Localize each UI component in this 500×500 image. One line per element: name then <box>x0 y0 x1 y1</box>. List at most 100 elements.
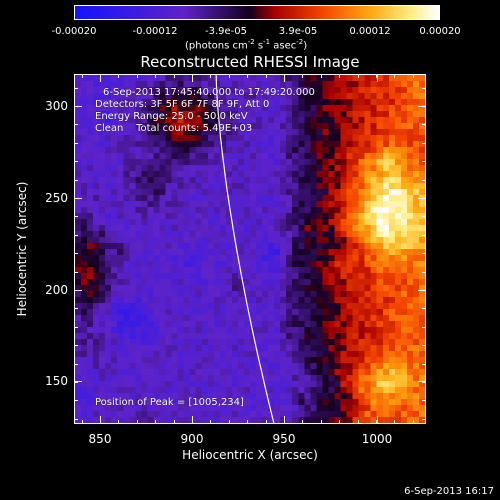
tick-mark <box>136 420 138 424</box>
tick-mark <box>422 418 426 420</box>
tick-mark <box>74 198 82 199</box>
energy-range-text: Energy Range: 25.0 - 50.0 keV <box>95 111 248 122</box>
tick-mark <box>265 74 267 78</box>
tick-mark <box>302 420 304 424</box>
tick-mark <box>422 87 426 89</box>
tick-mark <box>74 290 78 291</box>
y-tick-label: 250 <box>45 191 68 205</box>
tick-mark <box>74 142 78 144</box>
tick-mark <box>74 418 78 420</box>
x-axis-label: Heliocentric X (arcsec) <box>182 448 318 462</box>
tick-mark <box>74 161 78 163</box>
tick-mark <box>422 382 426 383</box>
image-plot-area: 6-Sep-2013 17:45:40.000 to 17:49:20.000 … <box>74 74 426 424</box>
x-tick-label: 850 <box>88 432 112 446</box>
tick-mark <box>74 326 78 328</box>
tick-mark <box>422 400 426 402</box>
tick-mark <box>74 198 78 199</box>
tick-mark <box>100 420 101 424</box>
tick-mark <box>74 363 78 365</box>
tick-mark <box>74 87 78 89</box>
tick-mark <box>377 416 378 424</box>
colorbar <box>74 5 440 20</box>
tick-mark <box>81 420 83 424</box>
tick-mark <box>74 271 78 273</box>
x-tick-label: 950 <box>272 432 296 446</box>
tick-mark <box>155 74 157 78</box>
tick-mark <box>192 74 193 82</box>
tick-mark <box>422 179 426 181</box>
tick-mark <box>100 74 101 82</box>
colorbar-tick-label: 0.00012 <box>349 26 391 37</box>
time-range-text: 6-Sep-2013 17:45:40.000 to 17:49:20.000 <box>103 87 315 98</box>
tick-mark <box>376 74 377 78</box>
tick-mark <box>357 74 359 78</box>
tick-mark <box>422 142 426 144</box>
tick-mark <box>247 420 249 424</box>
tick-mark <box>74 234 78 236</box>
tick-mark <box>376 420 377 424</box>
tick-mark <box>284 420 285 424</box>
tick-mark <box>173 74 175 78</box>
colorbar-units: (photons cm-2 s-1 asec-2) <box>185 38 308 52</box>
tick-mark <box>422 198 426 199</box>
footer-timestamp: 6-Sep-2013 16:17 <box>404 486 494 497</box>
tick-mark <box>412 420 414 424</box>
tick-mark <box>81 74 83 78</box>
tick-mark <box>320 420 322 424</box>
tick-mark <box>284 74 285 82</box>
tick-mark <box>422 363 426 365</box>
tick-mark <box>339 420 341 424</box>
rhessi-image-map <box>75 75 425 423</box>
tick-mark <box>320 74 322 78</box>
tick-mark <box>422 124 426 126</box>
tick-mark <box>302 74 304 78</box>
tick-mark <box>74 106 78 107</box>
tick-mark <box>422 253 426 255</box>
colorbar-tick-label: -0.00012 <box>132 26 178 37</box>
tick-mark <box>74 345 78 347</box>
y-tick-label: 150 <box>45 374 68 388</box>
tick-mark <box>74 179 78 181</box>
y-tick-label: 200 <box>45 283 68 297</box>
tick-mark <box>210 420 212 424</box>
tick-mark <box>422 234 426 236</box>
tick-mark <box>394 74 396 78</box>
tick-mark <box>74 382 78 383</box>
tick-mark <box>418 381 426 382</box>
colorbar-tick-label: -0.00020 <box>51 26 97 37</box>
tick-mark <box>228 74 230 78</box>
tick-mark <box>192 74 193 78</box>
tick-mark <box>357 420 359 424</box>
tick-mark <box>422 161 426 163</box>
x-tick-label: 1000 <box>361 432 393 446</box>
peak-position-text: Position of Peak = [1005,234] <box>95 397 244 408</box>
tick-mark <box>339 74 341 78</box>
tick-mark <box>247 74 249 78</box>
tick-mark <box>74 253 78 255</box>
tick-mark <box>155 420 157 424</box>
tick-mark <box>74 290 82 291</box>
colorbar-tick-label: -3.9e-05 <box>205 26 247 37</box>
x-tick-label: 900 <box>180 432 204 446</box>
colorbar-tick-label: 0.00020 <box>419 26 461 37</box>
y-tick-label: 300 <box>45 99 68 113</box>
tick-mark <box>422 326 426 328</box>
tick-mark <box>422 345 426 347</box>
tick-mark <box>265 420 267 424</box>
tick-mark <box>74 124 78 126</box>
tick-mark <box>422 106 426 107</box>
tick-mark <box>100 74 101 78</box>
tick-mark <box>74 106 82 107</box>
tick-mark <box>136 74 138 78</box>
tick-mark <box>422 271 426 273</box>
tick-mark <box>422 308 426 310</box>
tick-mark <box>394 420 396 424</box>
tick-mark <box>377 74 378 82</box>
tick-mark <box>228 420 230 424</box>
clean-counts-text: Clean Total counts: 5.49E+03 <box>95 123 253 134</box>
tick-mark <box>74 308 78 310</box>
solar-limb-line <box>215 75 275 423</box>
tick-mark <box>173 420 175 424</box>
colorbar-tick-label: 3.9e-05 <box>278 26 318 37</box>
